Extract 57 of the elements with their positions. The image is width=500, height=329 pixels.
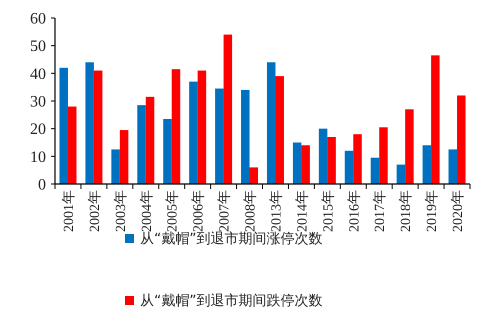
legend-label: 从“戴帽”到退市期间涨停次数 [140, 231, 323, 247]
bar [301, 145, 310, 184]
bar [137, 105, 146, 184]
y-tick-label: 60 [30, 10, 46, 28]
y-tick-label: 20 [30, 121, 46, 138]
x-tick-label: 2003年 [112, 190, 129, 232]
bar [266, 62, 276, 184]
y-tick-label: 30 [30, 94, 46, 110]
bar [241, 90, 250, 184]
y-tick-label: 40 [30, 66, 46, 83]
bar [457, 95, 466, 184]
bar [224, 34, 232, 184]
bar [172, 69, 180, 184]
bar [422, 145, 432, 184]
bar [198, 70, 206, 184]
bar [292, 142, 302, 184]
bar [275, 76, 284, 184]
bar [120, 130, 128, 184]
x-tick-label: 2005年 [164, 190, 181, 232]
bar [327, 136, 336, 184]
x-tick-label: 2017年 [372, 190, 388, 232]
x-tick-label: 2020年 [450, 190, 466, 232]
bar [85, 62, 94, 184]
bar [396, 164, 406, 184]
bar [94, 70, 102, 184]
bar [250, 167, 258, 184]
y-tick-label: 0 [38, 176, 46, 194]
bar [379, 127, 388, 184]
bar [215, 88, 224, 184]
bar [146, 96, 154, 184]
x-tick-label: 2002年 [86, 190, 103, 232]
x-tick-label: 2013年 [268, 190, 284, 232]
x-tick-label: 2018年 [398, 190, 414, 232]
x-tick-label: 2019年 [424, 190, 440, 232]
bar [59, 68, 68, 184]
bar [344, 150, 354, 184]
x-tick-label: 2007年 [216, 190, 233, 232]
bar [405, 109, 414, 184]
bar [68, 106, 76, 184]
x-tick-label: 2015年 [320, 190, 336, 232]
x-tick-label: 2001年 [60, 190, 77, 232]
y-tick-label: 10 [30, 148, 46, 166]
bar [448, 149, 458, 184]
bar [431, 55, 440, 184]
bar [163, 118, 172, 184]
bar [370, 158, 380, 184]
x-tick-label: 2004年 [138, 190, 155, 232]
bar [318, 128, 328, 184]
legend-label: 从“戴帽”到退市期间跌停次数 [140, 293, 323, 309]
y-tick-label: 50 [30, 38, 46, 56]
x-tick-label: 2008年 [242, 190, 259, 232]
x-tick-label: 2014年 [294, 190, 310, 232]
bar [189, 82, 198, 184]
bar [111, 149, 120, 184]
bar [353, 134, 362, 184]
x-tick-label: 2006年 [190, 190, 207, 232]
x-tick-label: 2016年 [346, 190, 362, 232]
